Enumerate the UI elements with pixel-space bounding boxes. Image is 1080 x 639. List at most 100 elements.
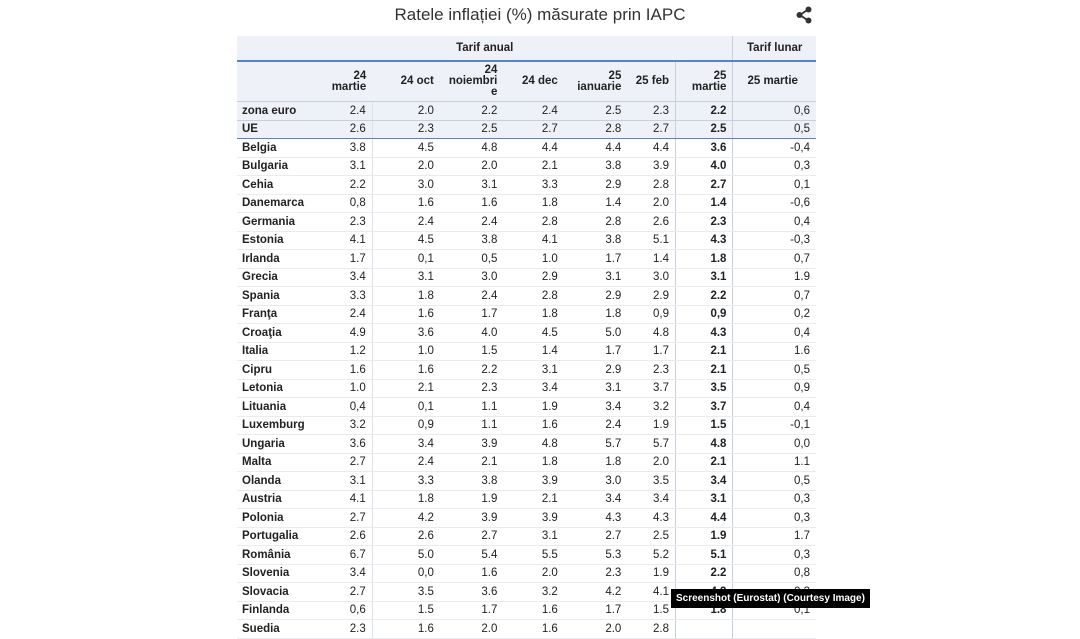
table-cell: 3.1	[319, 471, 373, 491]
table-cell: 2.5	[563, 101, 628, 121]
table-cell: 2.4	[372, 453, 440, 472]
column-header-text: 24 dec	[522, 75, 558, 87]
table-cell: 0,1	[732, 175, 816, 195]
table-row: Lituania 0,4 0,1 1.1 1.9 3.4 3.2 3.7 0,4	[237, 397, 816, 417]
table-cell: 0,3	[732, 508, 816, 528]
table-cell	[674, 619, 734, 639]
table-cell: 2.1	[674, 360, 734, 380]
table-cell: 2.9	[503, 268, 564, 287]
table-cell: 3.8	[439, 471, 504, 491]
column-header: 24 dec	[503, 61, 564, 102]
country-name: Croaţia	[237, 323, 320, 343]
table-cell: 1.7	[439, 305, 504, 324]
table-cell: 2.8	[503, 286, 564, 306]
table-cell: 2.6	[319, 120, 373, 139]
country-name: Olanda	[237, 471, 320, 491]
column-header: 25 ianuarie	[563, 61, 628, 102]
table-cell: 2.8	[627, 619, 676, 639]
table-cell: 1.9	[732, 268, 816, 287]
table-cell: 1.8	[503, 453, 564, 472]
column-header-text: 24	[353, 69, 367, 82]
country-name: Malta	[237, 453, 320, 472]
table-cell: 2.4	[503, 101, 564, 121]
table-cell: 3.8	[563, 157, 628, 176]
group-header-monthly: Tarif lunar	[732, 36, 816, 62]
table-cell: 0,1	[372, 249, 440, 269]
table-cell: 1.4	[503, 342, 564, 361]
table-cell: 0,5	[732, 471, 816, 491]
table-cell: 4.5	[503, 323, 564, 343]
table-cell: 3.9	[503, 508, 564, 528]
table-cell: 1.6	[439, 194, 504, 213]
table-cell: 2.1	[674, 453, 734, 472]
table-cell: 3.1	[563, 379, 628, 398]
table-cell: 3.4	[372, 434, 440, 454]
table-row: Malta 2.7 2.4 2.1 1.8 1.8 2.0 2.1 1.1	[237, 453, 816, 472]
table-cell: 3.7	[674, 397, 734, 417]
country-name: Irlanda	[237, 249, 320, 269]
share-button[interactable]	[794, 5, 814, 25]
table-cell: 2.2	[674, 286, 734, 306]
table-cell: 5.5	[503, 545, 564, 565]
country-name: UE	[237, 120, 320, 139]
table-cell: 3.4	[503, 379, 564, 398]
table-cell: 5.4	[439, 545, 504, 565]
table-cell: 3.4	[563, 397, 628, 417]
column-header-text: ianuarie	[577, 80, 622, 93]
table-cell: 2.6	[627, 212, 676, 232]
table-cell: 2.7	[627, 120, 676, 139]
column-header-text: 24 oct	[400, 75, 434, 87]
table-cell: 1.9	[627, 564, 676, 583]
table-cell: 3.6	[372, 323, 440, 343]
table-cell: 2.6	[319, 527, 373, 546]
table-cell: 4.8	[503, 434, 564, 454]
table-cell: 3.3	[503, 175, 564, 195]
table-cell: 1.7	[319, 249, 373, 269]
table-cell: 3.0	[627, 268, 676, 287]
country-name: Bulgaria	[237, 157, 320, 176]
column-header-text: 25 martie	[747, 75, 798, 87]
table-cell: 0,5	[732, 120, 816, 139]
table-cell: 3.6	[439, 582, 504, 602]
table-cell: 2.0	[503, 564, 564, 583]
table-cell: 4.4	[674, 508, 734, 528]
table-row: Luxemburg 3.2 0,9 1.1 1.6 2.4 1.9 1.5 -0,1	[237, 416, 816, 435]
column-header-text: martie	[331, 80, 367, 93]
country-name: Italia	[237, 342, 320, 361]
table-cell: 2.7	[503, 120, 564, 139]
table-cell: 1.7	[439, 601, 504, 620]
table-cell: 2.4	[439, 286, 504, 306]
table-cell: 1.5	[674, 416, 734, 435]
table-cell: 3.4	[319, 268, 373, 287]
table-cell: 3.1	[674, 490, 734, 509]
table-cell: 3.1	[563, 268, 628, 287]
table-cell: 3.9	[503, 471, 564, 491]
table-row: Suedia 2.3 1.6 2.0 1.6 2.0 2.8	[237, 619, 816, 639]
table-cell: 0,9	[674, 305, 734, 324]
table-cell: 2.8	[503, 212, 564, 232]
table-cell: 2.9	[563, 286, 628, 306]
table-row: Germania 2.3 2.4 2.4 2.8 2.8 2.6 2.3 0,4	[237, 212, 816, 232]
table-row: Italia 1.2 1.0 1.5 1.4 1.7 1.7 2.1 1.6	[237, 342, 816, 361]
table-row: Estonia 4.1 4.5 3.8 4.1 3.8 5.1 4.3 -0,3	[237, 231, 816, 250]
table-row: Belgia 3.8 4.5 4.8 4.4 4.4 4.4 3.6 -0,4	[237, 138, 816, 158]
table-cell: 1.5	[372, 601, 440, 620]
column-header: 25 martie	[674, 61, 734, 102]
table-cell: 3.6	[319, 434, 373, 454]
table-cell: 2.0	[627, 194, 676, 213]
table-cell: 2.0	[439, 619, 504, 639]
table-cell: 2.1	[439, 453, 504, 472]
column-header-text: noiembri	[448, 75, 498, 87]
table-cell: 0,0	[732, 434, 816, 454]
table-cell: 1.6	[372, 360, 440, 380]
table-cell: 1.8	[503, 194, 564, 213]
table-row: Croaţia 4.9 3.6 4.0 4.5 5.0 4.8 4.3 0,4	[237, 323, 816, 343]
table-cell: 4.3	[563, 508, 628, 528]
table-cell: 3.5	[627, 471, 676, 491]
share-icon	[796, 6, 812, 24]
table-cell: 1.4	[627, 249, 676, 269]
table-cell: 0,9	[627, 305, 676, 324]
table-cell: 2.0	[372, 101, 440, 121]
country-name: Portugalia	[237, 527, 320, 546]
